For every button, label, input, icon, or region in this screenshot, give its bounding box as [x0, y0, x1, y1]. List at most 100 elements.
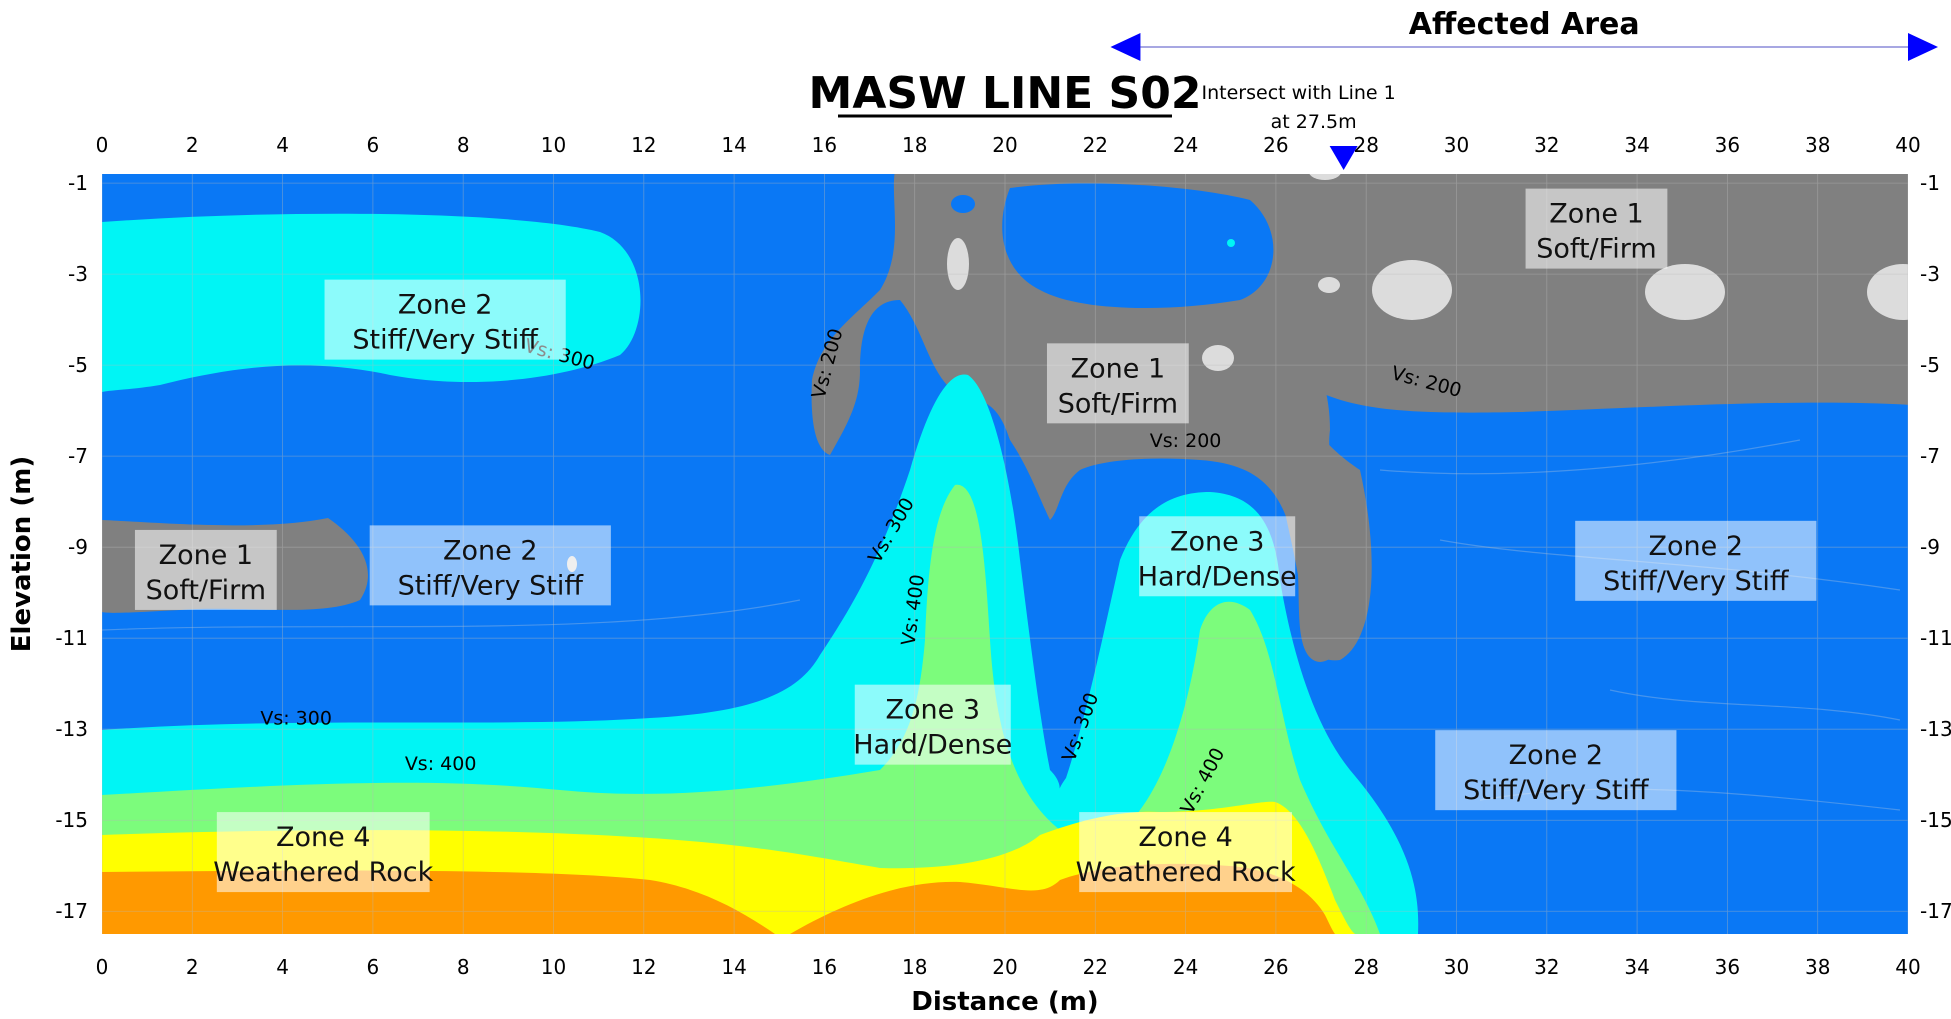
- light-spot: [1202, 345, 1234, 371]
- zone-label-title: Zone 3: [886, 695, 981, 726]
- x-tick-label-top: 14: [721, 133, 746, 157]
- light-spot: [1318, 277, 1340, 293]
- y-tick-label-right: -3: [1920, 262, 1940, 286]
- x-tick-label-top: 2: [186, 133, 199, 157]
- light-spot: [947, 238, 969, 290]
- light-spot: [1867, 264, 1908, 320]
- zone-label-title: Zone 1: [159, 540, 254, 571]
- x-tick-label-top: 36: [1715, 133, 1740, 157]
- light-spot: [1309, 174, 1341, 180]
- y-tick-label-right: -11: [1920, 626, 1951, 650]
- x-tick-label-bottom: 32: [1534, 955, 1559, 979]
- zone-label-description: Hard/Dense: [853, 730, 1012, 761]
- y-tick-label-left: -3: [68, 262, 88, 286]
- affected-area-left-arrow: [1110, 33, 1141, 61]
- x-tick-label-top: 6: [367, 133, 380, 157]
- zone-label-box: [324, 279, 566, 360]
- zone-label-description: Weathered Rock: [1076, 857, 1296, 888]
- x-tick-label-bottom: 6: [367, 955, 380, 979]
- zone-label-box: [1046, 343, 1189, 424]
- x-tick-label-top: 18: [902, 133, 927, 157]
- x-tick-label-bottom: 4: [276, 955, 289, 979]
- affected-area-right-arrow: [1908, 33, 1938, 61]
- zone-label: Zone 1 Soft/Firm: [134, 529, 277, 610]
- zone-label-description: Soft/Firm: [1536, 234, 1656, 265]
- x-tick-label-bottom: 10: [541, 955, 566, 979]
- zone-label: Zone 1 Soft/Firm: [1046, 343, 1189, 424]
- x-tick-label-top: 8: [457, 133, 470, 157]
- zone-label-box: [216, 812, 430, 893]
- vs-contour-label: Vs: 400: [405, 753, 477, 775]
- zone-label-box: [369, 525, 611, 606]
- y-tick-label-right: -17: [1920, 899, 1951, 923]
- zone-label-box: [1079, 812, 1292, 893]
- x-tick-label-top: 34: [1624, 133, 1649, 157]
- zone-label: Zone 2 Stiff/Very Stiff: [369, 525, 611, 606]
- x-tick-label-top: 10: [541, 133, 566, 157]
- x-axis-bottom: 0 2 4 6 8 10 12 14 16 18 20 22 24 26 28 30 32 34 36 38 40: [96, 955, 1921, 979]
- intersect-label-line2: at 27.5m: [1271, 111, 1357, 133]
- x-axis-title: Distance (m): [911, 987, 1098, 1017]
- light-spot: [1372, 260, 1452, 320]
- vs-contour-label: Vs: 300: [260, 708, 332, 730]
- x-tick-label-top: 24: [1173, 133, 1198, 157]
- zone-label-description: Stiff/Very Stiff: [352, 325, 539, 356]
- zone-label-title: Zone 1: [1071, 353, 1166, 384]
- low-velocity-spots: [567, 174, 1908, 572]
- affected-area-marker: Affected Area: [1110, 7, 1938, 61]
- x-tick-label-bottom: 34: [1624, 955, 1649, 979]
- intersect-label-line1: Intersect with Line 1: [1202, 82, 1396, 104]
- x-tick-label-bottom: 36: [1715, 955, 1740, 979]
- zone-label-title: Zone 4: [1138, 822, 1233, 853]
- y-axis-right: -1 -3 -5 -7 -9 -11 -13 -15 -17: [1920, 171, 1951, 923]
- y-tick-label-right: -9: [1920, 535, 1940, 559]
- x-tick-label-bottom: 16: [812, 955, 837, 979]
- vs-contour-label: Vs: 200: [1150, 430, 1222, 452]
- zone-label-box: [1435, 730, 1677, 811]
- y-tick-label-left: -1: [68, 171, 88, 195]
- y-tick-label-left: -7: [68, 444, 88, 468]
- y-tick-label-right: -7: [1920, 444, 1940, 468]
- x-tick-label-top: 0: [96, 133, 109, 157]
- zone-label-title: Zone 2: [1649, 531, 1744, 562]
- soft-firm-lower-lobe: [1275, 330, 1354, 662]
- x-tick-label-bottom: 30: [1444, 955, 1469, 979]
- zone-label-box: [1139, 516, 1296, 597]
- x-tick-label-bottom: 26: [1263, 955, 1288, 979]
- chart-title: MASW LINE S02: [809, 68, 1202, 119]
- zone-label-description: Stiff/Very Stiff: [1603, 566, 1790, 597]
- zone-label-box: [854, 684, 1011, 765]
- zone-label: Zone 2 Stiff/Very Stiff: [1435, 730, 1677, 811]
- zone-label-title: Zone 4: [276, 822, 371, 853]
- x-tick-label-bottom: 22: [1083, 955, 1108, 979]
- zone-label-title: Zone 2: [443, 535, 538, 566]
- x-tick-label-bottom: 38: [1805, 955, 1830, 979]
- y-tick-label-left: -9: [68, 535, 88, 559]
- x-tick-label-bottom: 24: [1173, 955, 1198, 979]
- x-tick-label-top: 4: [276, 133, 289, 157]
- intersect-marker: Intersect with Line 1 at 27.5m: [1202, 82, 1396, 170]
- x-tick-label-top: 40: [1895, 133, 1920, 157]
- x-tick-label-bottom: 18: [902, 955, 927, 979]
- y-tick-label-left: -11: [55, 626, 88, 650]
- x-tick-label-bottom: 28: [1353, 955, 1378, 979]
- zone-label: Zone 3 Hard/Dense: [1138, 516, 1297, 597]
- zone-label: Zone 4 Weathered Rock: [213, 812, 434, 893]
- x-tick-label-top: 38: [1805, 133, 1830, 157]
- x-tick-label-top: 12: [631, 133, 656, 157]
- zone-label-title: Zone 3: [1170, 526, 1265, 557]
- y-tick-label-right: -15: [1920, 808, 1951, 832]
- x-tick-label-bottom: 0: [96, 955, 109, 979]
- affected-area-label: Affected Area: [1409, 7, 1640, 42]
- zone-label-box: [134, 529, 277, 610]
- zone-label: Zone 2 Stiff/Very Stiff: [324, 279, 566, 360]
- zone-label-description: Hard/Dense: [1138, 561, 1297, 592]
- light-spot: [1645, 264, 1725, 320]
- zone-label-description: Stiff/Very Stiff: [398, 570, 585, 601]
- zone-label-title: Zone 2: [398, 290, 493, 321]
- x-tick-label-bottom: 40: [1895, 955, 1920, 979]
- x-tick-label-top: 20: [992, 133, 1017, 157]
- zone-label-title: Zone 2: [1509, 740, 1604, 771]
- x-tick-label-bottom: 2: [186, 955, 199, 979]
